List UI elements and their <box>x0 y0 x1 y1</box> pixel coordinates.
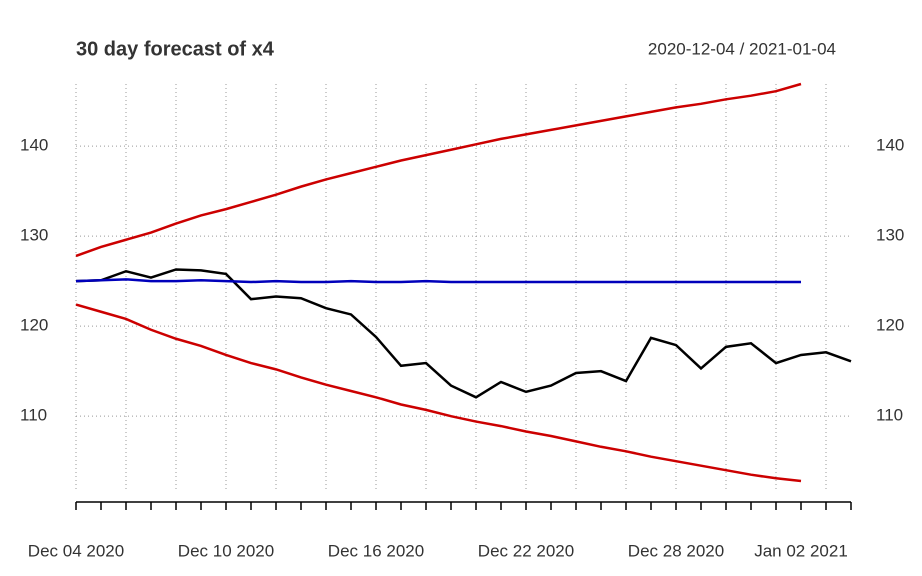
x-tick-label: Dec 04 2020 <box>28 541 124 560</box>
x-tick-label: Dec 28 2020 <box>628 541 724 560</box>
y-tick-label-right: 140 <box>876 136 904 155</box>
y-tick-label-right: 110 <box>876 406 903 425</box>
y-tick-label: 130 <box>20 226 48 245</box>
series-line <box>75 303 802 483</box>
x-tick-label: Dec 10 2020 <box>178 541 274 560</box>
series-line <box>75 82 802 258</box>
y-tick-label: 110 <box>20 406 47 425</box>
series-line <box>75 268 852 399</box>
date-range: 2020-12-04 / 2021-01-04 <box>648 39 836 58</box>
y-tick-label-right: 120 <box>876 316 904 335</box>
chart-title: 30 day forecast of x4 <box>76 38 275 60</box>
x-tick-label: Jan 02 2021 <box>754 541 848 560</box>
y-tick-label: 140 <box>20 136 48 155</box>
x-tick-label: Dec 16 2020 <box>328 541 424 560</box>
y-tick-label: 120 <box>20 316 48 335</box>
x-tick-label: Dec 22 2020 <box>478 541 574 560</box>
series-line <box>75 278 801 284</box>
y-tick-label-right: 130 <box>876 226 904 245</box>
